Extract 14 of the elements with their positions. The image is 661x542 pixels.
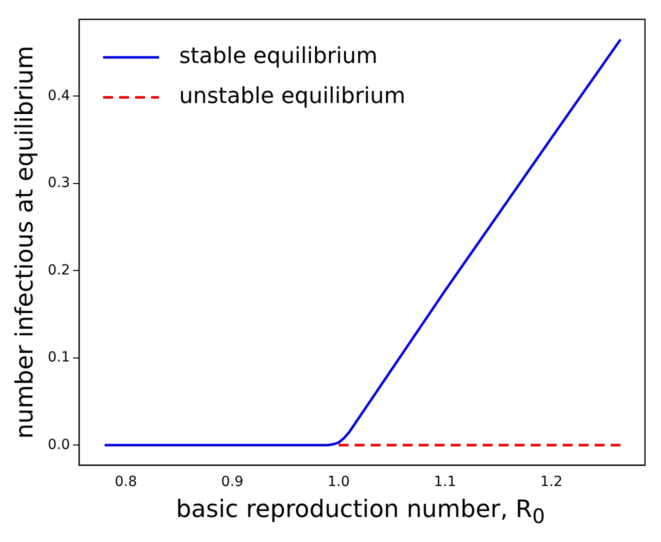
x-tick-label: 1.2 <box>540 474 563 490</box>
x-tick-label: 1.0 <box>327 474 350 490</box>
legend-label: unstable equilibrium <box>179 84 406 110</box>
y-tick-label: 0.1 <box>48 350 70 366</box>
x-axis-title: basic reproduction number, R$_{0}$ <box>175 494 546 530</box>
y-axis-title: number infectious at equilibrium <box>10 46 39 439</box>
y-tick-label: 0.2 <box>48 262 70 278</box>
x-tick-label: 0.9 <box>221 474 244 490</box>
x-tick-label: 1.1 <box>434 474 456 490</box>
legend-label: stable equilibrium <box>179 44 378 70</box>
y-tick-label: 0.0 <box>48 436 70 453</box>
x-tick-label: 0.8 <box>114 474 138 490</box>
y-tick-label: 0.4 <box>48 88 70 104</box>
y-tick-label: 0.3 <box>48 175 70 192</box>
